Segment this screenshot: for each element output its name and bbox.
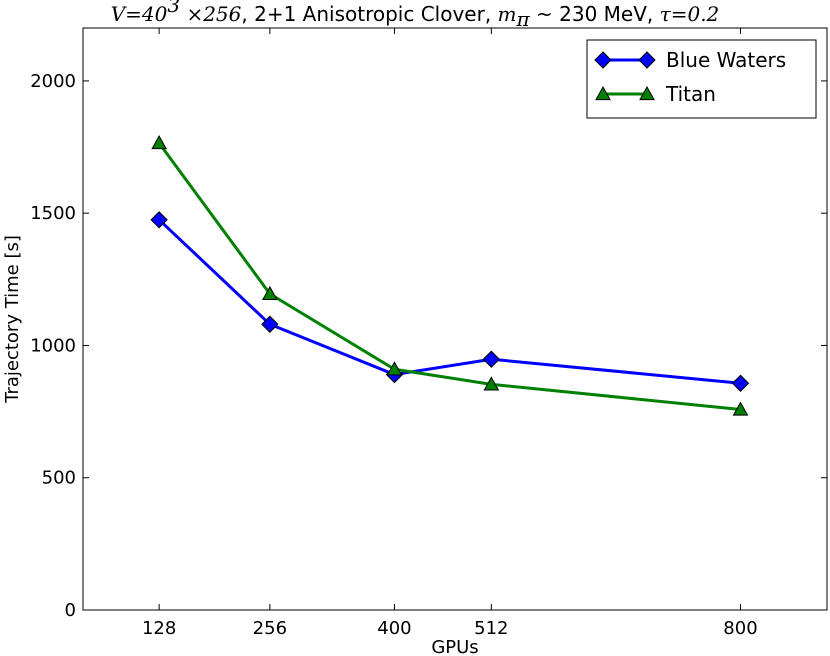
series-line — [158, 218, 741, 385]
y-tick-label: 2000 — [30, 71, 76, 92]
title-segment: ~ 230 MeV, — [530, 2, 660, 26]
x-tick-label: 800 — [723, 618, 757, 639]
title-segment: m — [498, 2, 517, 26]
series-titan — [151, 135, 749, 416]
y-tick-label: 0 — [65, 600, 76, 621]
data-point — [731, 374, 750, 392]
legend: Blue Waters Titan — [586, 39, 817, 119]
data-point — [483, 376, 500, 391]
series-layer — [150, 135, 750, 416]
x-tick-label: 128 — [142, 618, 176, 639]
y-tick-label: 500 — [42, 468, 76, 489]
data-point — [639, 85, 655, 101]
y-axis: 0 500 1000 1500 2000 — [30, 71, 827, 621]
data-point — [262, 285, 278, 300]
legend-label: Blue Waters — [666, 48, 786, 72]
legend-box — [586, 39, 817, 119]
x-axis: 128 256 400 512 800 — [142, 28, 758, 639]
chart-title: V=403 ×256, 2+1 Anisotropic Clover, mπ ~… — [111, 0, 720, 31]
data-point — [386, 361, 403, 376]
title-segment: π — [516, 7, 531, 31]
series-blue-waters — [150, 211, 750, 392]
legend-label: Titan — [665, 82, 716, 106]
data-point — [151, 135, 167, 150]
data-point — [261, 315, 279, 333]
x-tick-label: 256 — [253, 618, 287, 639]
x-tick-label: 400 — [377, 618, 411, 639]
data-point — [594, 51, 612, 69]
data-point — [732, 401, 749, 416]
data-point — [150, 211, 168, 229]
data-point — [482, 350, 501, 368]
series-line — [157, 142, 741, 411]
y-tick-label: 1000 — [30, 335, 76, 356]
title-segment: V=40 — [111, 2, 168, 26]
title-segment: ×256 — [180, 2, 242, 26]
title-segment: 3 — [167, 0, 180, 17]
chart-title-text: V=403 ×256, 2+1 Anisotropic Clover, mπ ~… — [111, 0, 720, 31]
x-axis-label: GPUs — [431, 637, 478, 656]
y-tick-label: 1500 — [30, 203, 76, 224]
title-segment: τ=0.2 — [660, 2, 720, 26]
data-point — [595, 85, 611, 101]
data-point — [638, 51, 656, 69]
x-tick-label: 512 — [474, 618, 508, 639]
plot-frame — [82, 27, 828, 611]
title-segment: , 2+1 Anisotropic Clover, — [241, 2, 497, 26]
y-axis-label: Trajectory Time [s] — [2, 235, 23, 404]
